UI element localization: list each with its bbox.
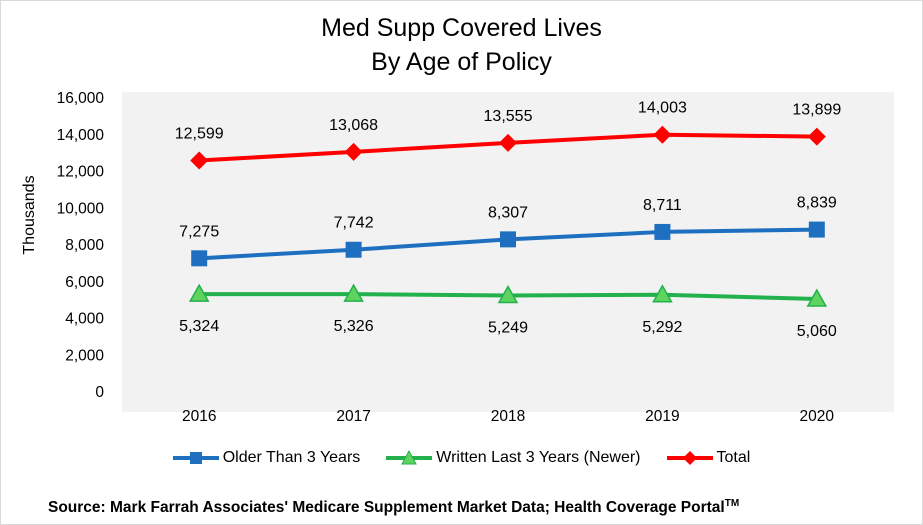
legend-label-older: Older Than 3 Years (222, 449, 361, 466)
data-label: 5,326 (334, 318, 374, 335)
data-label: 5,292 (642, 319, 682, 336)
source-text: Source: Mark Farrah Associates' Medicare… (48, 499, 725, 517)
legend-label-newer: Written Last 3 Years (Newer) (436, 449, 641, 466)
data-label: 5,324 (179, 318, 219, 335)
y-tick-label: 6,000 (65, 274, 104, 291)
data-point-marker (499, 133, 517, 152)
y-tick-label: 14,000 (57, 127, 105, 144)
x-tick-label: 2016 (182, 408, 216, 425)
legend-item-total: Total (666, 449, 751, 467)
chart-title-line-2: By Age of Policy (371, 48, 552, 76)
data-point-marker (188, 283, 210, 302)
x-tick-label: 2020 (800, 408, 835, 425)
data-point-marker (806, 288, 828, 307)
legend-item-older: Older Than 3 Years (172, 449, 361, 467)
data-label: 12,599 (175, 125, 224, 142)
data-point-marker (345, 241, 362, 258)
data-point-marker (497, 285, 519, 304)
legend-label-total: Total (716, 449, 751, 466)
data-label: 7,742 (334, 215, 374, 232)
trademark-superscript: TM (724, 498, 740, 509)
x-tick-label: 2019 (645, 408, 679, 425)
data-label: 13,555 (484, 108, 533, 125)
y-tick-label: 2,000 (65, 347, 104, 364)
y-tick-label: 10,000 (57, 200, 105, 217)
y-tick-label: 0 (95, 384, 104, 401)
data-point-marker (344, 142, 363, 161)
y-tick-label: 4,000 (65, 311, 104, 328)
legend-item-newer: Written Last 3 Years (Newer) (386, 449, 641, 467)
data-point-marker (652, 284, 673, 303)
data-point-marker (654, 223, 671, 240)
data-point-marker (343, 283, 364, 302)
data-point-marker (807, 127, 826, 146)
legend-swatch-older (172, 452, 219, 464)
data-point-marker (190, 151, 209, 170)
source-note: Source: Mark Farrah Associates' Medicare… (48, 498, 739, 517)
data-label: 7,275 (179, 223, 219, 240)
legend: Older Than 3 Years Written Last 3 Years … (0, 449, 923, 467)
legend-swatch-total (666, 451, 713, 465)
y-tick-label: 8,000 (65, 237, 104, 254)
x-tick-label: 2018 (491, 408, 525, 425)
data-label: 8,307 (488, 204, 528, 221)
data-label: 5,249 (488, 320, 528, 337)
data-label: 14,003 (638, 100, 687, 117)
data-point-marker (653, 125, 672, 144)
data-point-marker (191, 250, 208, 267)
y-tick-label: 12,000 (57, 164, 105, 181)
data-label: 13,899 (792, 102, 841, 119)
x-tick-label: 2017 (336, 408, 370, 425)
data-label: 8,711 (643, 197, 682, 214)
data-point-marker (500, 231, 516, 248)
data-point-marker (808, 221, 825, 238)
data-label: 13,068 (329, 117, 378, 134)
legend-swatch-newer (386, 450, 433, 465)
chart-title-line-1: Med Supp Covered Lives (321, 14, 602, 42)
y-tick-label: 16,000 (57, 90, 105, 107)
data-label: 8,839 (797, 195, 837, 212)
data-label: 5,060 (797, 323, 837, 340)
